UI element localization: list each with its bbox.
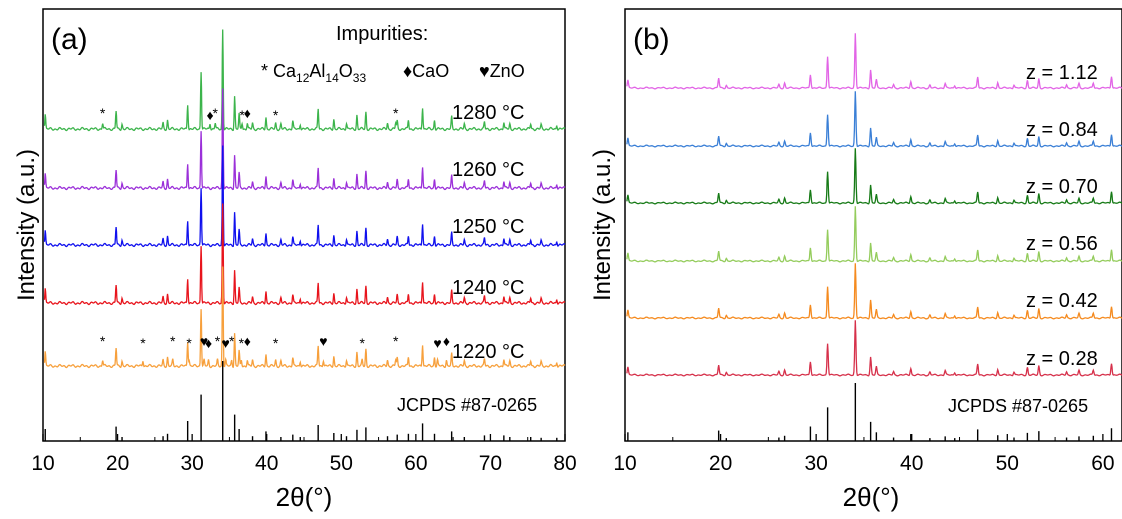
- panel-a-reference: [44, 361, 558, 441]
- panel-a-series: [43, 29, 566, 369]
- impurity-marker: *: [186, 335, 192, 351]
- series-line-a-1: [43, 88, 566, 191]
- series-label-a-2: 1250 °C: [452, 216, 525, 238]
- impurity-marker: *: [239, 335, 245, 351]
- panel-b-x-axis: 10 20 30 40 50 60: [613, 434, 1115, 475]
- impurity-marker: ♥: [319, 333, 327, 349]
- series-label-b-5: z = 0.28: [1026, 348, 1098, 370]
- impurity-marker: *: [100, 333, 106, 349]
- impurity-marker: *: [213, 105, 219, 121]
- panel-b: (b) z = 1.12z = 0.84z = 0.70z = 0.56z = …: [589, 8, 1122, 512]
- x-tick-label: 80: [553, 452, 576, 475]
- panel-a-legend: * Ca12Al14O33 ♦CaO ♥ZnO: [261, 61, 525, 85]
- panel-a-x-label: 2θ(°): [276, 482, 333, 512]
- impurity-marker: ♦: [205, 335, 212, 351]
- impurity-marker: *: [215, 333, 221, 349]
- x-tick-label: 30: [180, 452, 203, 475]
- panel-a-legend-title: Impurities:: [336, 23, 428, 45]
- series-line-b-2: [626, 148, 1122, 205]
- series-label-b-0: z = 1.12: [1026, 62, 1098, 84]
- x-tick-label: 10: [31, 452, 54, 475]
- impurity-marker: *: [273, 107, 279, 123]
- x-tick-label: 70: [479, 452, 502, 475]
- impurity-marker: *: [273, 335, 279, 351]
- series-line-b-3: [626, 206, 1122, 263]
- panel-b-frame: [624, 8, 1122, 442]
- series-line-b-0: [626, 33, 1122, 90]
- x-tick-label: 10: [613, 452, 636, 475]
- impurity-marker: ♥: [222, 335, 230, 351]
- impurity-marker: *: [140, 335, 146, 351]
- series-line-b-4: [626, 263, 1122, 320]
- impurity-marker: *: [239, 107, 245, 123]
- panel-b-reference: [627, 383, 1113, 441]
- panel-b-series: [626, 33, 1122, 377]
- series-line-a-2: [43, 145, 566, 248]
- x-tick-label: 50: [330, 452, 353, 475]
- impurity-marker: ♦: [206, 107, 213, 123]
- panel-a-label: (a): [51, 23, 88, 56]
- impurity-marker: ♦: [244, 105, 251, 121]
- x-tick-label: 60: [1091, 452, 1114, 475]
- series-label-b-4: z = 0.42: [1026, 290, 1098, 312]
- series-line-a-3: [43, 203, 566, 306]
- impurity-marker: *: [100, 105, 106, 121]
- panel-b-x-label: 2θ(°): [843, 482, 900, 512]
- series-label-b-1: z = 0.84: [1026, 119, 1098, 141]
- panel-a-series-labels: 1280 °C 1260 °C 1250 °C 1240 °C 1220 °C: [452, 102, 525, 363]
- series-label-a-4: 1220 °C: [452, 341, 525, 363]
- legend-zno: ♥ZnO: [479, 61, 525, 81]
- panel-b-label: (b): [633, 23, 670, 56]
- impurity-marker: *: [170, 333, 176, 349]
- series-line-b-5: [626, 320, 1122, 377]
- series-label-a-3: 1240 °C: [452, 277, 525, 299]
- panel-a-annotations: * ♦* *♦ * ** * * * ♥♦ * ♥ * * ♦ * ♥ * * ♥ ♦: [100, 105, 450, 351]
- x-tick-label: 30: [804, 452, 827, 475]
- series-label-b-2: z = 0.70: [1026, 176, 1098, 198]
- x-tick-label: 40: [255, 452, 278, 475]
- legend-ca12al14o33: * Ca12Al14O33: [261, 61, 366, 85]
- series-label-a-0: 1280 °C: [452, 102, 525, 124]
- series-line-b-1: [626, 91, 1122, 148]
- x-tick-label: 60: [404, 452, 427, 475]
- panel-b-y-label: Intensity (a.u.): [589, 149, 616, 301]
- impurity-marker: *: [393, 333, 399, 349]
- x-tick-label: 40: [900, 452, 923, 475]
- x-tick-label: 20: [106, 452, 129, 475]
- panel-b-reference-label: JCPDS #87-0265: [948, 396, 1088, 416]
- legend-cao: ♦CaO: [403, 61, 449, 81]
- impurity-marker: *: [393, 105, 399, 121]
- panel-a: (a) Impurities: * Ca12Al14O33 ♦CaO ♥ZnO …: [13, 8, 577, 512]
- impurity-marker: *: [359, 335, 365, 351]
- panel-b-series-labels: z = 1.12 z = 0.84 z = 0.70 z = 0.56 z = 0.42…: [1026, 62, 1098, 370]
- impurity-marker: ♦: [443, 333, 450, 349]
- panel-a-y-label: Intensity (a.u.): [13, 149, 40, 301]
- x-tick-label: 50: [996, 452, 1019, 475]
- series-line-a-0: [43, 29, 566, 132]
- series-label-b-3: z = 0.56: [1026, 233, 1098, 255]
- panel-a-reference-label: JCPDS #87-0265: [397, 395, 537, 415]
- x-tick-label: 20: [709, 452, 732, 475]
- impurity-marker: ♦: [244, 333, 251, 349]
- series-label-a-1: 1260 °C: [452, 159, 525, 181]
- series-line-a-4: [43, 266, 566, 369]
- impurity-marker: ♥: [433, 335, 441, 351]
- impurity-marker: *: [229, 333, 235, 349]
- panel-a-x-axis: 10 20 30 40 50 60 70 80: [31, 434, 577, 475]
- impurity-marker: ♥: [200, 333, 208, 349]
